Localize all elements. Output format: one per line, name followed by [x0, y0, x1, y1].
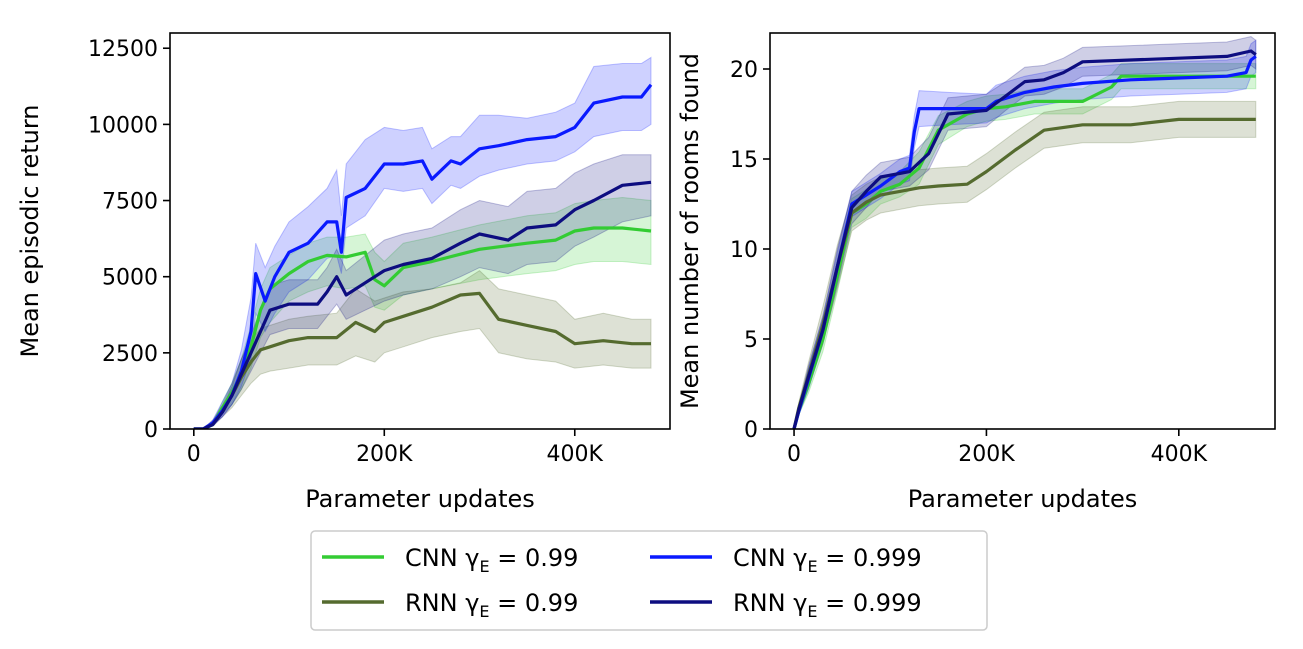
left-ytick-label-4: 10000 — [88, 113, 158, 138]
right-series-line-1 — [792, 117, 1256, 429]
legend-label-2: RNN γE = 0.99 — [405, 589, 578, 621]
left-band-2 — [193, 56, 652, 429]
left-ytick-label-3: 7500 — [102, 190, 158, 215]
left-xtick-label-0: 0 — [187, 442, 201, 467]
right-x-axis-label: Parameter updates — [908, 485, 1138, 513]
right-ytick-label-2: 10 — [730, 238, 758, 263]
left-chart: 0 200K 400K 0 2500 5000 7500 10000 12500 Paramete… — [16, 32, 671, 513]
right-xtick-label-0: 0 — [787, 442, 801, 467]
right-chart: 0 200K 400K 0 5 10 15 20 Parameter updates Mean n… — [676, 32, 1276, 513]
right-ytick-label-4: 20 — [730, 58, 758, 83]
left-band-3 — [193, 154, 652, 429]
left-ytick-label-0: 0 — [144, 418, 158, 443]
right-band-3 — [793, 36, 1257, 429]
right-ytick-label-3: 15 — [730, 148, 758, 173]
left-series-line-2 — [193, 83, 653, 429]
right-xtick-label-2: 400K — [1151, 442, 1208, 467]
left-ytick-label-5: 12500 — [88, 37, 158, 62]
right-xtick-label-1: 200K — [958, 442, 1015, 467]
right-y-axis-label: Mean number of rooms found — [676, 53, 704, 409]
right-ytick-label-0: 0 — [744, 418, 758, 443]
legend-label-0: CNN γE = 0.99 — [405, 544, 578, 576]
left-plot-area — [193, 56, 653, 429]
left-xtick-label-1: 200K — [356, 442, 413, 467]
right-axes-frame — [769, 32, 1276, 430]
right-band-1 — [793, 100, 1257, 429]
legend-label-1: CNN γE = 0.999 — [733, 544, 922, 576]
right-band-2 — [793, 39, 1257, 429]
left-series-line-3 — [193, 180, 652, 429]
left-band-0 — [193, 196, 652, 429]
left-xtick-label-2: 400K — [547, 442, 604, 467]
legend: CNN γE = 0.99 CNN γE = 0.999 RNN γE = 0.… — [310, 530, 988, 631]
left-ytick-label-1: 2500 — [102, 342, 158, 367]
legend-label-3: RNN γE = 0.999 — [733, 589, 922, 621]
left-x-axis-label: Parameter updates — [305, 485, 535, 513]
right-plot-area — [792, 36, 1257, 429]
legend-frame — [310, 530, 988, 631]
right-ytick-label-1: 5 — [744, 328, 758, 353]
left-axes-frame — [169, 32, 671, 430]
left-y-axis-label: Mean episodic return — [16, 105, 44, 358]
right-series-line-0 — [792, 74, 1256, 429]
right-series-line-3 — [792, 49, 1257, 429]
left-ytick-label-2: 5000 — [102, 266, 158, 291]
